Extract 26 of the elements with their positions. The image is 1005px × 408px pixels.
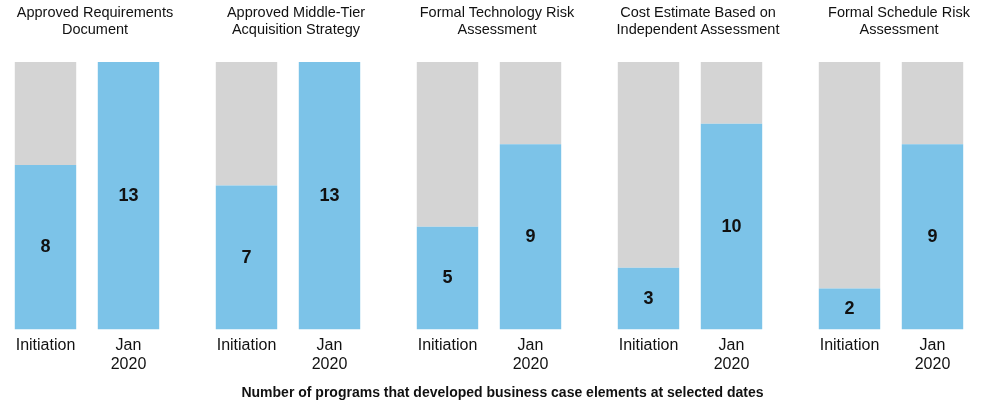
x-tick-label: Jan 2020 (110, 335, 147, 372)
x-tick-label: Initiation (417, 335, 478, 353)
data-label: 7 (241, 246, 252, 267)
x-tick-label: Jan 2020 (311, 335, 348, 372)
x-tick-label: Initiation (15, 335, 76, 353)
x-tick-label: Jan 2020 (914, 335, 951, 372)
x-tick-label: Initiation (819, 335, 880, 353)
data-label: 13 (118, 184, 139, 205)
chart-title: Approved Middle-Tier Acquisition Strategy (225, 4, 367, 38)
data-label: 13 (319, 184, 340, 205)
data-label: 9 (525, 225, 536, 246)
x-tick-label: Jan 2020 (512, 335, 549, 372)
data-label: 8 (40, 236, 51, 257)
x-tick-label: Initiation (618, 335, 679, 353)
chart-title: Formal Schedule Risk Assessment (827, 4, 971, 38)
data-label: 3 (643, 287, 654, 308)
chart-title: Approved Requirements Document (15, 4, 175, 38)
data-label: 9 (927, 225, 938, 246)
x-tick-label: Initiation (216, 335, 277, 353)
data-label: 5 (442, 267, 453, 288)
x-tick-label: Jan 2020 (713, 335, 750, 372)
data-label: 10 (721, 215, 742, 236)
chart-title: Cost Estimate Based on Independent Assessment (615, 4, 781, 38)
chart-title: Formal Technology Risk Assessment (418, 4, 576, 38)
text: Number of programs that developed business case elements at selected dates (240, 384, 765, 400)
data-label: 2 (844, 297, 855, 318)
